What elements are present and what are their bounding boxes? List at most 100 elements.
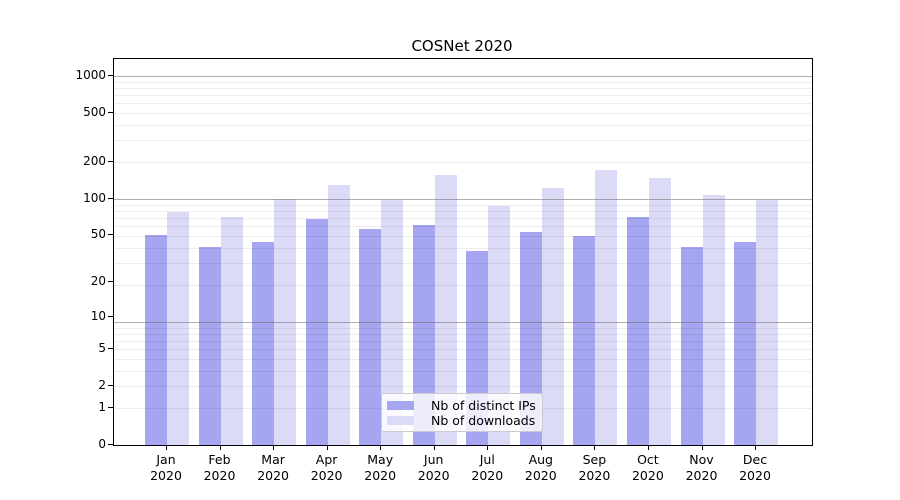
x-tick-mark-icon (326, 445, 328, 450)
y-tick-mark-icon (108, 407, 113, 408)
y-gridline-minor (114, 370, 812, 372)
y-gridline-minor (114, 327, 812, 329)
y-gridline-minor (114, 285, 812, 286)
y-tick-mark-icon (108, 197, 113, 199)
bar-dec-ips (734, 241, 756, 445)
y-tick-label: 1000 (75, 67, 106, 82)
bar-jan-downloads (167, 211, 189, 445)
y-tick-label: 10 (90, 308, 106, 323)
y-tick-label: 2 (98, 378, 106, 393)
y-tick-mark-icon (108, 315, 113, 317)
y-gridline-minor (114, 226, 812, 228)
y-tick-label: 20 (90, 274, 106, 289)
x-tick-mark-icon (219, 445, 221, 450)
y-gridline-minor (114, 103, 812, 105)
y-gridline-minor (114, 95, 812, 97)
y-tick-mark-icon (108, 444, 113, 445)
x-tick-label: Nov 2020 (685, 452, 718, 483)
y-gridline-minor (114, 87, 812, 89)
bar-jun-downloads (434, 174, 457, 445)
y-gridline-minor (114, 81, 812, 83)
x-tick-label: Dec 2020 (739, 452, 771, 483)
y-gridline-minor (114, 263, 812, 265)
bar-feb-downloads (220, 216, 243, 445)
x-tick-mark-icon (701, 445, 703, 450)
bar-jun-ips (412, 225, 435, 445)
y-gridline-major (114, 322, 812, 323)
y-gridline-major (114, 199, 812, 200)
y-tick-mark-icon (108, 281, 113, 283)
y-gridline-minor (114, 204, 812, 206)
x-tick-label: Jan 2020 (150, 452, 182, 483)
bar-nov-downloads (702, 195, 725, 445)
y-gridline-minor (114, 113, 812, 114)
y-tick-label: 200 (83, 153, 106, 168)
bar-jul-downloads (488, 206, 511, 445)
x-tick-label: Sep 2020 (578, 452, 611, 483)
y-gridline-minor (114, 124, 812, 126)
y-tick-label: 0 (98, 437, 106, 451)
x-tick-mark-icon (755, 445, 756, 450)
chart-title: COSNet 2020 (411, 37, 513, 55)
x-tick-label: Feb 2020 (203, 452, 236, 483)
y-gridline-minor (114, 359, 812, 360)
legend-swatch-distinct-ips-icon (387, 401, 414, 410)
y-gridline-minor (114, 349, 812, 351)
x-tick-label: Mar 2020 (257, 452, 289, 483)
x-tick-label: Aug 2020 (524, 452, 557, 483)
bar-apr-downloads (327, 185, 350, 445)
bar-aug-ips (519, 231, 542, 445)
y-tick-label: 5 (98, 341, 106, 356)
bar-aug-downloads (541, 187, 564, 445)
y-tick-mark-icon (108, 348, 113, 350)
x-tick-label: Jul 2020 (471, 452, 504, 483)
x-tick-label: Jun 2020 (417, 452, 450, 483)
y-gridline-minor (114, 140, 812, 142)
x-tick-mark-icon (433, 445, 435, 450)
y-tick-mark-icon (108, 385, 113, 387)
x-tick-mark-icon (273, 445, 275, 450)
y-gridline-minor (114, 236, 812, 237)
y-gridline-major (114, 76, 812, 77)
bar-apr-ips (305, 218, 328, 445)
x-tick-mark-icon (380, 445, 382, 450)
bar-may-ips (359, 229, 382, 445)
bar-jan-ips (145, 235, 167, 445)
bar-feb-ips (198, 246, 221, 445)
x-tick-label: May 2020 (364, 452, 397, 483)
y-gridline-minor (114, 341, 812, 343)
x-tick-mark-icon (540, 445, 542, 450)
legend-entry-distinct-ips: Nb of distinct IPs (387, 398, 536, 413)
x-tick-mark-icon (647, 445, 649, 450)
x-tick-mark-icon (166, 445, 167, 450)
y-tick-mark-icon (108, 160, 113, 162)
y-tick-label: 500 (83, 104, 106, 119)
y-tick-label: 100 (83, 190, 106, 205)
bar-oct-ips (626, 216, 649, 445)
x-tick-label: Oct 2020 (631, 452, 664, 483)
y-gridline-minor (114, 333, 812, 335)
x-tick-label: Apr 2020 (310, 452, 343, 483)
y-gridline-minor (114, 386, 812, 388)
legend-label-downloads: Nb of downloads (431, 413, 536, 428)
bar-oct-downloads (648, 177, 671, 445)
y-tick-label: 1 (98, 400, 106, 414)
y-tick-mark-icon (108, 111, 113, 113)
legend-swatch-downloads-icon (387, 416, 414, 425)
y-gridline-minor (114, 210, 812, 212)
y-gridline-minor (114, 247, 812, 249)
bar-mar-ips (252, 241, 275, 445)
x-tick-mark-icon (594, 445, 596, 450)
bar-sep-ips (573, 236, 596, 445)
bar-mar-downloads (274, 198, 297, 445)
legend: Nb of distinct IPs Nb of downloads (381, 393, 543, 432)
bar-sep-downloads (595, 170, 618, 445)
y-tick-mark-icon (108, 74, 113, 76)
legend-label-distinct-ips: Nb of distinct IPs (431, 398, 536, 413)
plot-area (113, 58, 813, 446)
y-tick-mark-icon (108, 234, 113, 235)
legend-entry-downloads: Nb of downloads (387, 413, 536, 428)
y-gridline-minor (114, 218, 812, 220)
bar-nov-ips (680, 246, 703, 445)
